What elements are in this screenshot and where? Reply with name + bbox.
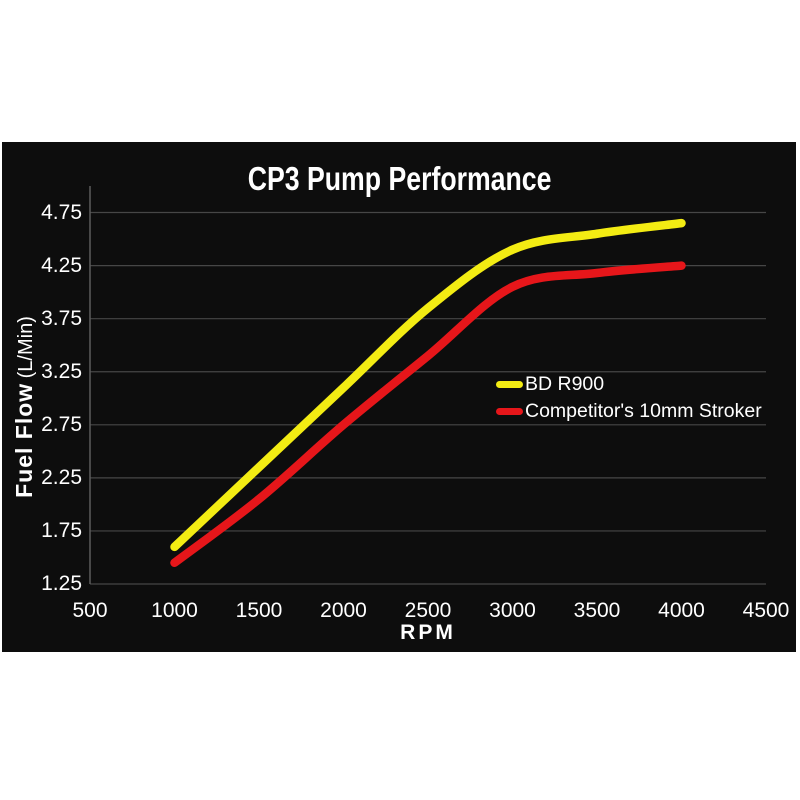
- x-tick-label: 4000: [658, 599, 705, 622]
- legend-label-competitor: Competitor's 10mm Stroker: [525, 399, 762, 422]
- legend: BD R900 Competitor's 10mm Stroker: [496, 373, 762, 422]
- y-tick-label: 3.75: [41, 306, 82, 330]
- x-axis-title: RPM: [400, 621, 456, 644]
- y-axis-title-main: Fuel Flow: [11, 382, 37, 498]
- x-tick-label: 3000: [489, 599, 536, 622]
- y-axis-title: Fuel Flow (L/Min): [9, 287, 39, 527]
- y-tick-label: 4.25: [41, 253, 82, 277]
- x-tick-label: 2500: [404, 599, 452, 622]
- y-tick-label: 3.25: [41, 359, 82, 383]
- x-tick-label: 4500: [742, 599, 790, 622]
- x-tick-label: 2000: [320, 599, 367, 622]
- y-tick-label: 1.25: [41, 572, 82, 595]
- x-tick-label: 3500: [573, 599, 621, 622]
- y-tick-label: 2.25: [41, 465, 82, 489]
- x-tick-label: 1500: [235, 599, 283, 622]
- legend-swatch-bd-r900: [496, 380, 523, 388]
- legend-item-competitor: Competitor's 10mm Stroker: [496, 400, 762, 422]
- y-tick-label: 4.75: [41, 200, 82, 224]
- legend-label-bd-r900: BD R900: [525, 372, 605, 395]
- series-line-bd-r900: [170, 218, 686, 552]
- series-line-competitor-s-10mm-stroker: [170, 261, 686, 568]
- chart-title: CP3 Pump Performance: [0, 159, 800, 198]
- legend-item-bd-r900: BD R900: [496, 373, 762, 395]
- x-tick-label: 1000: [151, 599, 198, 622]
- y-tick-label: 1.75: [41, 518, 82, 542]
- y-axis-title-units: (L/Min): [15, 316, 37, 379]
- chart-title-text: CP3 Pump Performance: [248, 159, 552, 198]
- legend-swatch-competitor: [496, 407, 523, 415]
- y-tick-label: 2.75: [41, 412, 82, 436]
- x-tick-label: 500: [72, 599, 108, 622]
